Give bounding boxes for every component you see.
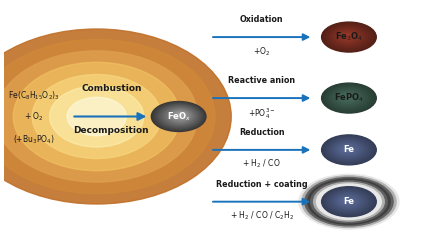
Circle shape — [299, 174, 399, 229]
Circle shape — [329, 26, 368, 47]
Circle shape — [329, 191, 368, 212]
Circle shape — [322, 187, 376, 217]
Circle shape — [340, 93, 356, 102]
Circle shape — [179, 114, 183, 116]
Text: Fe: Fe — [343, 145, 354, 154]
Ellipse shape — [0, 29, 231, 204]
Ellipse shape — [67, 97, 126, 136]
Text: + H$_2$ / CO / C$_2$H$_2$: + H$_2$ / CO / C$_2$H$_2$ — [230, 210, 294, 222]
Circle shape — [164, 107, 196, 124]
Circle shape — [314, 182, 384, 221]
Circle shape — [155, 103, 202, 129]
Circle shape — [302, 176, 396, 227]
Ellipse shape — [32, 75, 161, 158]
Circle shape — [322, 22, 376, 52]
Circle shape — [342, 146, 353, 152]
Text: Decomposition: Decomposition — [74, 126, 149, 135]
Circle shape — [345, 199, 350, 202]
Ellipse shape — [0, 51, 198, 182]
Circle shape — [332, 140, 365, 158]
Ellipse shape — [13, 62, 180, 171]
Text: + O$_2$: + O$_2$ — [24, 110, 43, 123]
Circle shape — [334, 194, 362, 209]
Circle shape — [166, 108, 193, 123]
Circle shape — [324, 85, 373, 111]
Text: Reactive anion: Reactive anion — [228, 76, 295, 86]
Text: FeO$_x$: FeO$_x$ — [167, 110, 191, 123]
Circle shape — [345, 147, 350, 151]
Circle shape — [327, 86, 371, 110]
Text: Reduction + coating: Reduction + coating — [216, 180, 308, 189]
Circle shape — [153, 103, 204, 130]
Circle shape — [311, 181, 387, 223]
Text: FePO$_4$: FePO$_4$ — [334, 92, 364, 104]
Circle shape — [317, 184, 381, 219]
Text: Fe$_3$O$_4$: Fe$_3$O$_4$ — [335, 31, 363, 43]
Circle shape — [324, 136, 373, 163]
Text: Reduction: Reduction — [239, 128, 285, 137]
Circle shape — [337, 195, 359, 207]
Circle shape — [177, 113, 184, 117]
Circle shape — [173, 111, 188, 120]
Circle shape — [322, 83, 376, 113]
Circle shape — [334, 29, 362, 44]
Circle shape — [327, 25, 371, 49]
Text: +PO$_4^{3-}$: +PO$_4^{3-}$ — [248, 106, 276, 121]
Circle shape — [324, 24, 373, 51]
Circle shape — [342, 33, 353, 39]
Circle shape — [337, 143, 359, 155]
Text: +O$_2$: +O$_2$ — [253, 45, 271, 58]
Circle shape — [327, 138, 371, 162]
Ellipse shape — [49, 86, 144, 147]
Circle shape — [345, 35, 350, 38]
Circle shape — [168, 109, 192, 122]
Text: Fe(C$_8$H$_{15}$O$_2$)$_3$: Fe(C$_8$H$_{15}$O$_2$)$_3$ — [8, 89, 60, 102]
Circle shape — [332, 28, 365, 46]
Circle shape — [162, 106, 197, 126]
Text: + H$_2$ / CO: + H$_2$ / CO — [242, 158, 281, 171]
Circle shape — [158, 104, 201, 128]
Circle shape — [340, 32, 356, 41]
Text: Oxidation: Oxidation — [240, 15, 284, 24]
Circle shape — [342, 94, 353, 100]
Circle shape — [308, 179, 390, 224]
Circle shape — [342, 198, 353, 204]
Circle shape — [151, 102, 206, 131]
Circle shape — [340, 145, 356, 154]
Circle shape — [332, 192, 365, 210]
Circle shape — [329, 139, 368, 160]
Text: Fe: Fe — [343, 197, 354, 206]
Circle shape — [337, 92, 359, 103]
Circle shape — [305, 178, 393, 226]
Circle shape — [334, 90, 362, 105]
Circle shape — [340, 197, 356, 206]
Circle shape — [322, 135, 376, 165]
Circle shape — [175, 112, 187, 119]
Circle shape — [332, 89, 365, 107]
Circle shape — [334, 142, 362, 157]
Circle shape — [324, 188, 373, 215]
Ellipse shape — [0, 40, 215, 193]
Circle shape — [329, 87, 368, 108]
Text: (+Bu$_3$PO$_4$): (+Bu$_3$PO$_4$) — [13, 133, 55, 146]
Circle shape — [337, 31, 359, 42]
Text: Combustion: Combustion — [81, 85, 141, 93]
Circle shape — [170, 110, 190, 121]
Circle shape — [327, 189, 371, 213]
Circle shape — [345, 96, 350, 99]
Circle shape — [160, 105, 199, 127]
